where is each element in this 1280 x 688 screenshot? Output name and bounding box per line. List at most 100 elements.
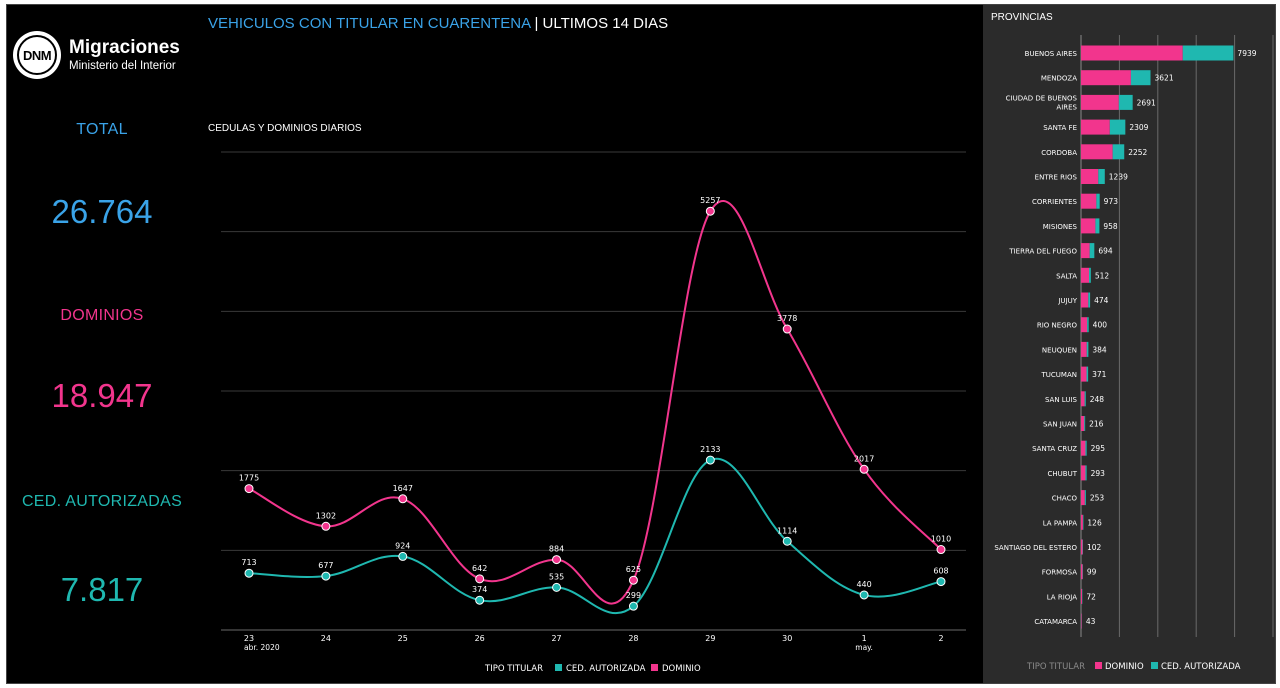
category-label: FORMOSA (1042, 569, 1078, 577)
data-label-dominio: 3778 (777, 314, 797, 323)
page-title-main: VEHICULOS CON TITULAR EN CUARENTENA (208, 15, 531, 32)
bar-total-label: 253 (1090, 494, 1105, 503)
bar-segment-dominio (1081, 243, 1090, 259)
bar-legend-label-dominio: DOMINIO (1105, 662, 1144, 672)
bar-total-label: 293 (1091, 469, 1106, 478)
kpi-dominios-value: 18.947 (51, 377, 153, 414)
category-label: SANTIAGO DEL ESTERO (994, 544, 1077, 552)
bar-segment-ced (1118, 94, 1133, 110)
kpi-ced-label: CED. AUTORIZADAS (21, 493, 183, 510)
logo-subtitle: Ministerio del Interior (69, 60, 176, 72)
series-line-dominio (248, 200, 942, 605)
data-point-dominio (936, 545, 946, 555)
line-chart-title: CEDULAS Y DOMINIOS DIARIOS (208, 123, 362, 134)
bar-segment-ced (1085, 440, 1087, 456)
bar-total-label: 248 (1090, 395, 1105, 404)
data-point-dominio (859, 464, 869, 474)
x-tick-label: 25 (398, 634, 408, 643)
data-point-dominio (782, 324, 792, 334)
series-line-ced (248, 457, 942, 614)
data-label-ced: 535 (549, 572, 564, 581)
bar-segment-dominio (1081, 539, 1083, 555)
bar-segment-ced (1084, 416, 1086, 431)
bar-segment-ced (1182, 45, 1234, 61)
data-point-ced (859, 590, 869, 600)
category-label: CATAMARCA (1034, 618, 1077, 626)
legend-swatch-dominio (651, 664, 658, 671)
bar-legend-swatch-dominio (1095, 662, 1102, 669)
bar-total-label: 694 (1098, 247, 1113, 256)
category-label: CORDOBA (1041, 149, 1077, 157)
category-label: MISIONES (1043, 223, 1078, 231)
x-tick-label: 30 (782, 634, 792, 643)
bar-chart: BUENOS AIRES 7939 MENDOZA 3621 CIUDAD DE BUE… (994, 35, 1274, 672)
bar-total-label: 216 (1089, 420, 1104, 429)
category-label: RIO NEGRO (1037, 322, 1078, 330)
bar-segment-dominio (1081, 144, 1113, 160)
bar-segment-ced (1085, 465, 1087, 481)
data-point-dominio (552, 555, 562, 565)
data-point-dominio (321, 521, 331, 531)
data-label-ced: 677 (318, 561, 333, 570)
bar-segment-ced (1096, 193, 1100, 209)
bar-segment-dominio (1081, 613, 1082, 629)
data-point-ced (244, 568, 254, 578)
x-tick-sublabel: may. (855, 643, 873, 652)
category-label: NEUQUEN (1042, 346, 1077, 354)
bar-segment-ced (1084, 490, 1086, 506)
page-title-sub: ULTIMOS 14 DIAS (542, 15, 669, 32)
x-tick-label: 2 (938, 634, 943, 643)
legend-label-dominio: DOMINIO (662, 664, 701, 674)
data-label-dominio: 884 (549, 545, 564, 554)
data-label-dominio: 2017 (854, 454, 874, 463)
data-label-ced: 2133 (700, 445, 720, 454)
bar-total-label: 2252 (1128, 148, 1147, 157)
bar-total-label: 512 (1095, 271, 1110, 280)
data-label-dominio: 625 (626, 565, 641, 574)
data-point-dominio (244, 484, 254, 494)
bar-segment-ced (1084, 391, 1086, 407)
data-point-ced (321, 571, 331, 581)
data-point-dominio (705, 206, 715, 216)
data-label-dominio: 5257 (700, 196, 720, 205)
bar-total-label: 400 (1093, 321, 1108, 330)
bar-total-label: 384 (1092, 345, 1107, 354)
bar-segment-ced (1130, 70, 1151, 86)
bar-segment-dominio (1081, 267, 1090, 283)
logo-badge-text: DNM (17, 35, 57, 75)
data-point-ced (628, 601, 638, 611)
bar-segment-ced (1086, 366, 1089, 382)
bar-segment-dominio (1081, 169, 1099, 184)
category-label: CORRIENTES (1032, 198, 1078, 206)
kpi-total-label: TOTAL (76, 121, 128, 138)
data-label-ced: 299 (626, 591, 641, 600)
data-label-dominio: 1775 (239, 474, 259, 483)
provinces-panel: PROVINCIAS BUENOS AIRES 7939 MENDOZA 3621 CI… (983, 5, 1275, 683)
x-tick-label: 23 (244, 634, 254, 643)
category-label: JUJUY (1057, 297, 1077, 305)
category-label: SAN JUAN (1043, 421, 1077, 429)
kpi-total-value: 26.764 (51, 193, 153, 230)
data-label-ced: 1114 (777, 526, 797, 535)
x-tick-label: 28 (628, 634, 638, 643)
bar-segment-dominio (1081, 218, 1096, 234)
logo: DNM Migraciones Ministerio del Interior (13, 31, 180, 79)
data-label-ced: 608 (933, 567, 948, 576)
x-tick-label: 27 (551, 634, 561, 643)
bar-total-label: 2309 (1129, 123, 1148, 132)
category-label: SALTA (1056, 272, 1077, 280)
x-tick-label: 24 (321, 634, 331, 643)
bar-segment-dominio (1081, 490, 1085, 506)
category-label: BUENOS AIRES (1025, 50, 1078, 58)
bar-segment-ced (1088, 292, 1091, 308)
legend-title: TIPO TITULAR (484, 664, 543, 674)
category-label: CHUBUT (1048, 470, 1078, 478)
bar-segment-ced (1089, 243, 1095, 259)
bar-chart-title: PROVINCIAS (991, 12, 1053, 23)
legend-label-ced: CED. AUTORIZADA (566, 664, 646, 674)
bar-total-label: 474 (1094, 296, 1109, 305)
x-tick-label: 29 (705, 634, 715, 643)
bar-total-label: 1239 (1109, 173, 1128, 182)
category-label: CIUDAD DE BUENOS (1006, 94, 1078, 102)
bar-total-label: 7939 (1237, 49, 1256, 58)
